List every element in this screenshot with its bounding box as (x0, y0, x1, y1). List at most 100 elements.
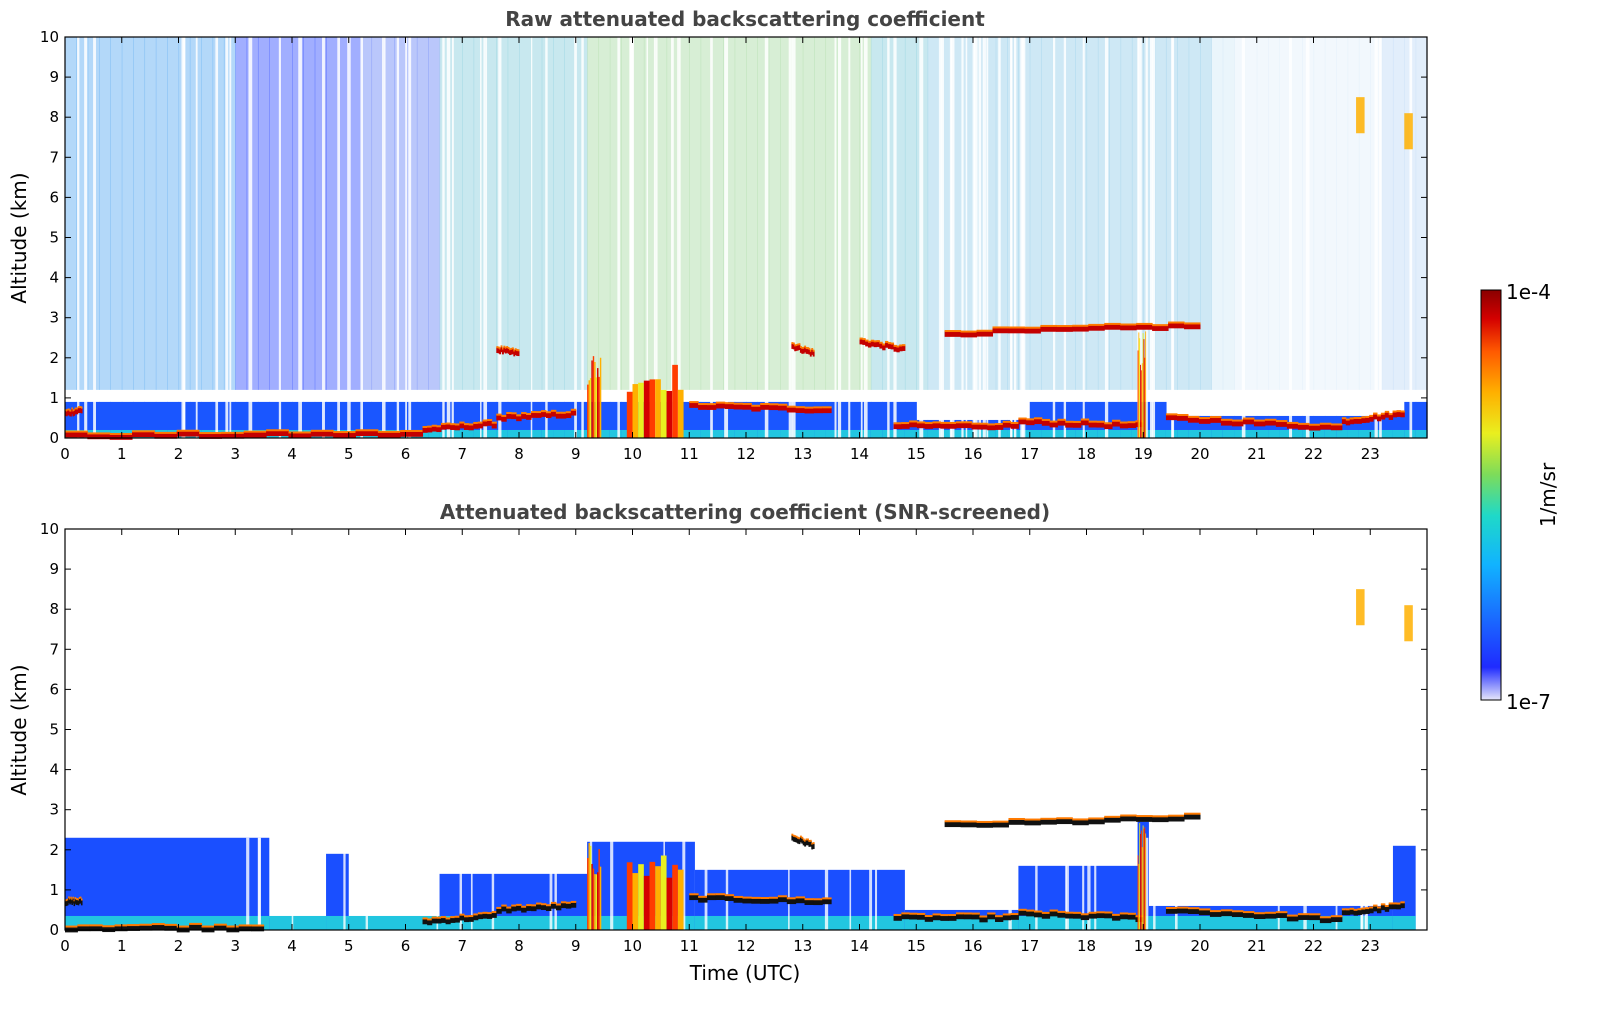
cloud-layer-edge (822, 406, 832, 409)
cloud-layer-edge (794, 344, 797, 347)
chart-title: Attenuated backscattering coefficient (S… (440, 500, 1050, 524)
cloud-layer-edge (251, 924, 265, 927)
cloud-layer-edge (1034, 417, 1043, 420)
noise-column (416, 37, 429, 390)
cloud-layer (698, 897, 708, 903)
y-tick-label: 6 (49, 680, 59, 698)
cloud-layer-edge (1392, 902, 1397, 905)
cloud-layer (77, 899, 80, 906)
noise-column (1392, 37, 1405, 390)
cloud-layer-edge (517, 349, 520, 352)
cloud-layer-edge (109, 432, 133, 435)
cloud-layer-edge (71, 898, 73, 901)
noise-column (348, 37, 361, 390)
cloud-layer (504, 347, 507, 354)
cloud-layer-edge (1104, 911, 1113, 914)
cloud-layer (71, 899, 73, 905)
dropout-stripe (950, 37, 955, 438)
aerosol-band (473, 401, 486, 438)
noise-column (791, 37, 804, 390)
dropout-stripe (1063, 37, 1067, 438)
cloud-layer-edge (916, 421, 926, 424)
cloud-layer-edge (813, 898, 823, 901)
dropout-stripe (961, 37, 964, 438)
cloud-layer-edge (1330, 915, 1343, 918)
cloud-layer (909, 913, 918, 920)
cloud-layer (72, 897, 75, 904)
aerosol-surface (746, 429, 758, 438)
aerosol-surface (1279, 429, 1292, 438)
dropout-stripe (863, 37, 868, 438)
cloud-layer-edge (1065, 420, 1074, 423)
cloud-layer (1365, 417, 1370, 423)
cloud-layer-edge (799, 835, 802, 838)
cloud-layer-edge (1002, 913, 1012, 916)
aerosol-surface (450, 429, 463, 438)
cloud-layer-edge (1104, 322, 1121, 325)
cloud-layer-edge (87, 432, 111, 435)
aerosol-band (155, 401, 168, 438)
aerosol-surface (1041, 429, 1054, 438)
cloud-layer (1073, 422, 1082, 428)
x-tick-label: 1 (117, 937, 127, 955)
aerosol-surface (802, 429, 815, 438)
aerosol-band (677, 401, 690, 438)
cloud-layer-edge (1184, 812, 1201, 815)
cloud-layer (80, 899, 83, 906)
cloud-layer-edge (955, 912, 965, 915)
convective-plume (591, 360, 593, 438)
cloud-layer-edge (501, 904, 507, 907)
cloud-layer (1392, 411, 1397, 418)
x-tick-label: 7 (457, 937, 467, 955)
convective-plume (660, 855, 667, 930)
cloud-layer-edge (511, 347, 514, 350)
cloud-layer (1040, 819, 1057, 825)
dropout-stripe (887, 37, 890, 438)
cloud-layer (932, 422, 941, 429)
cloud-layer-edge (1136, 815, 1153, 818)
aerosol-band (303, 401, 316, 438)
cloud-layer-edge (1018, 417, 1027, 420)
cloud-layer-edge (1330, 423, 1343, 426)
cloud-layer (1187, 417, 1200, 423)
dropout-stripe (724, 37, 729, 438)
cloud-layer (1096, 912, 1105, 919)
x-tick-label: 11 (680, 445, 699, 463)
cloud-layer (570, 409, 577, 416)
cloud-layer-edge (1010, 421, 1019, 424)
cloud-layer (1057, 912, 1066, 918)
convective-plume (1138, 332, 1140, 438)
cloud-layer-edge (1049, 909, 1058, 912)
noise-column (405, 37, 418, 390)
cloud-layer (540, 411, 547, 417)
cloud-layer-edge (808, 840, 811, 843)
cloud-layer (812, 843, 815, 849)
noise-column (439, 37, 452, 390)
cloud-layer-edge (901, 912, 910, 915)
cloud-layer-edge (516, 903, 522, 906)
cloud-layer-edge (199, 432, 222, 435)
y-tick-label: 8 (49, 108, 59, 126)
aerosol-surface (1222, 429, 1235, 438)
cloud-layer-edge (1198, 908, 1211, 911)
cloud-layer-edge (79, 896, 82, 899)
noise-column (1177, 37, 1190, 390)
cloud-layer-edge (1264, 911, 1277, 914)
convective-plume (672, 864, 678, 930)
noise-column (99, 37, 111, 390)
cloud-layer (139, 924, 153, 931)
cloud-layer-edge (1297, 913, 1310, 916)
convective-plume (632, 873, 639, 930)
cloud-layer-edge (473, 913, 479, 916)
cloud-layer-edge (902, 344, 906, 347)
noise-column (768, 37, 781, 390)
aerosol-band (326, 401, 338, 438)
dropout-stripe (1137, 37, 1142, 438)
cloud-layer (811, 843, 814, 850)
aerosol-band (598, 401, 611, 438)
dropout-stripe (1082, 837, 1085, 930)
dropout-stripe (848, 37, 851, 438)
cloud-layer-edge (1080, 913, 1090, 916)
dropout-stripe (653, 37, 658, 438)
cloud-layer (1018, 909, 1027, 916)
